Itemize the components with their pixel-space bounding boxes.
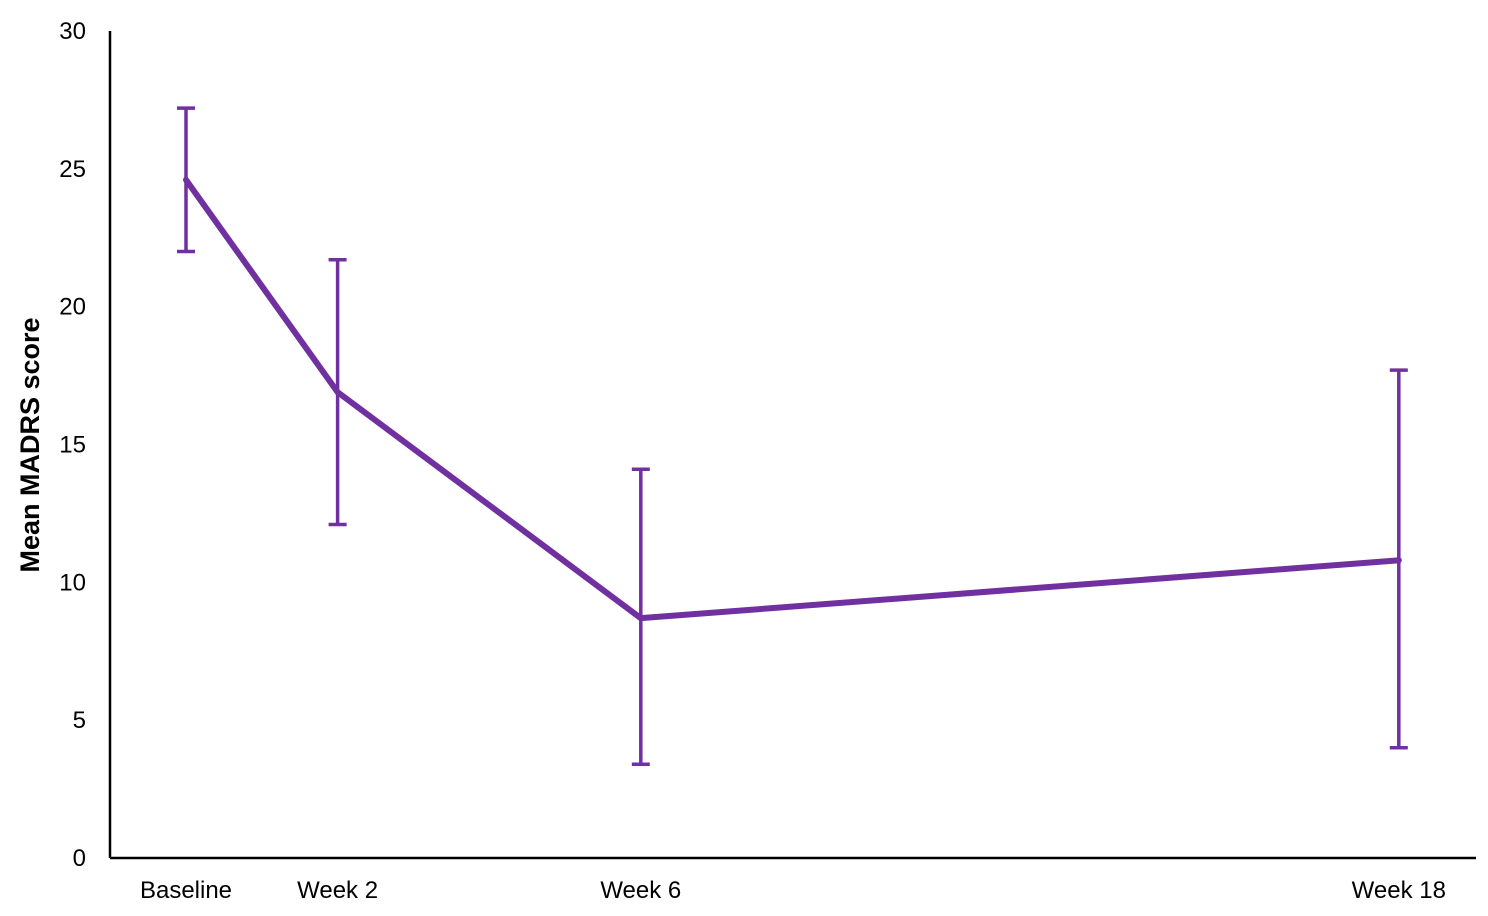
- y-tick-label: 5: [73, 707, 86, 734]
- x-tick-label: Baseline: [140, 877, 232, 904]
- y-tick-label: 0: [73, 845, 86, 872]
- x-tick-labels: Baseline Week 2 Week 6 Week 18: [140, 877, 1446, 904]
- y-tick-label: 25: [59, 156, 86, 183]
- y-tick-label: 10: [59, 569, 86, 596]
- y-tick-label: 20: [59, 294, 86, 321]
- series-lines: [183, 176, 1402, 622]
- x-tick-label: Week 18: [1352, 877, 1446, 904]
- y-tick-label: 30: [59, 18, 86, 45]
- y-axis-title: Mean MADRS score: [15, 317, 45, 572]
- y-tick-labels: 0 5 10 15 20 25 30: [59, 18, 86, 872]
- series-line: [183, 176, 1402, 622]
- y-tick-label: 15: [59, 432, 86, 459]
- x-tick-label: Week 6: [600, 877, 681, 904]
- error-bars: [177, 106, 1408, 767]
- x-tick-label: Week 2: [297, 877, 378, 904]
